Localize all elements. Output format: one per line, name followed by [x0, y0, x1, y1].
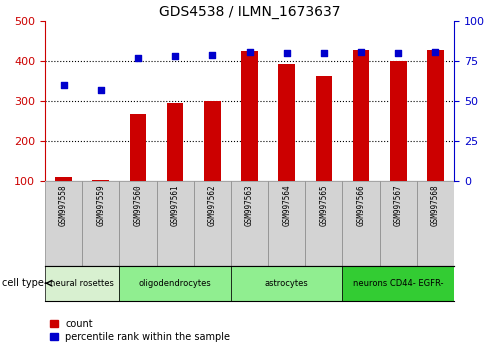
Text: GSM997558: GSM997558 — [59, 185, 68, 227]
Bar — [380, 181, 417, 266]
Point — [394, 50, 402, 56]
Text: GSM997559: GSM997559 — [96, 185, 105, 227]
Text: GSM997565: GSM997565 — [319, 185, 328, 227]
Bar — [342, 181, 380, 266]
Bar — [268, 181, 305, 266]
Bar — [278, 64, 295, 181]
Text: neural rosettes: neural rosettes — [50, 279, 114, 288]
Point — [59, 82, 67, 88]
Bar — [167, 103, 184, 181]
Text: astrocytes: astrocytes — [265, 279, 308, 288]
Text: oligodendrocytes: oligodendrocytes — [139, 279, 212, 288]
Point — [97, 87, 105, 92]
Bar — [231, 181, 268, 266]
Bar — [119, 181, 157, 266]
Text: GSM997567: GSM997567 — [394, 185, 403, 227]
Bar — [45, 266, 119, 301]
Point — [208, 52, 216, 57]
Bar — [45, 181, 82, 266]
Bar — [417, 181, 454, 266]
Bar — [305, 181, 342, 266]
Text: GSM997564: GSM997564 — [282, 185, 291, 227]
Text: GSM997560: GSM997560 — [133, 185, 142, 227]
Bar — [204, 101, 221, 181]
Point — [246, 48, 253, 54]
Text: cell type: cell type — [2, 278, 44, 288]
Bar — [241, 51, 258, 181]
Text: neurons CD44- EGFR-: neurons CD44- EGFR- — [353, 279, 444, 288]
Bar — [342, 266, 454, 301]
Point — [432, 48, 440, 54]
Bar — [92, 180, 109, 181]
Bar — [231, 266, 342, 301]
Bar — [427, 50, 444, 181]
Text: GSM997561: GSM997561 — [171, 185, 180, 227]
Bar — [82, 181, 119, 266]
Bar — [119, 266, 231, 301]
Point — [320, 50, 328, 56]
Point — [357, 48, 365, 54]
Point — [134, 55, 142, 61]
Point — [171, 53, 179, 59]
Text: GSM997568: GSM997568 — [431, 185, 440, 227]
Text: GSM997566: GSM997566 — [357, 185, 366, 227]
Bar — [315, 76, 332, 181]
Bar — [353, 50, 369, 181]
Bar — [130, 114, 146, 181]
Point — [283, 50, 291, 56]
Text: GSM997562: GSM997562 — [208, 185, 217, 227]
Bar — [390, 61, 407, 181]
Text: GSM997563: GSM997563 — [245, 185, 254, 227]
Title: GDS4538 / ILMN_1673637: GDS4538 / ILMN_1673637 — [159, 5, 340, 19]
Bar — [157, 181, 194, 266]
Legend: count, percentile rank within the sample: count, percentile rank within the sample — [50, 319, 231, 342]
Bar — [55, 177, 72, 181]
Bar — [194, 181, 231, 266]
